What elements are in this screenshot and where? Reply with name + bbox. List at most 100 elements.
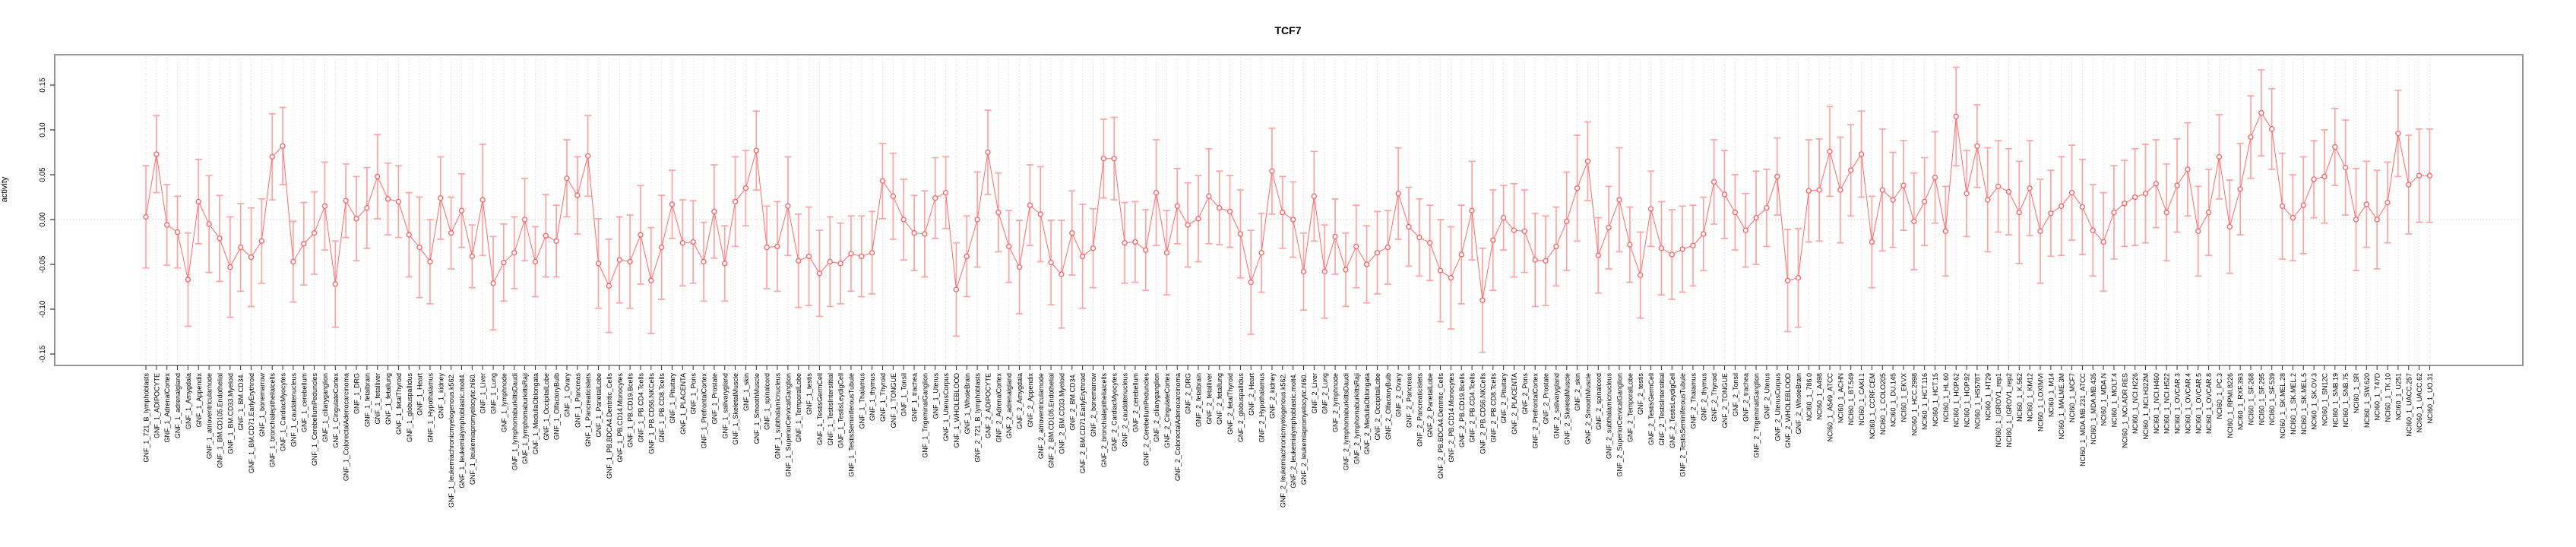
- svg-text:GNF_2_PB.CD19.Bcells: GNF_2_PB.CD19.Bcells: [1458, 373, 1466, 448]
- svg-text:GNF_1_SkeletalMuscle: GNF_1_SkeletalMuscle: [732, 373, 739, 445]
- svg-text:GNF_2_testis: GNF_2_testis: [1637, 373, 1644, 416]
- svg-text:GNF_2_ParietalLobe: GNF_2_ParietalLobe: [1426, 373, 1434, 438]
- svg-text:GNF_2_atrioventricularnode: GNF_2_atrioventricularnode: [1037, 373, 1045, 459]
- svg-text:NCI60_1_ACHN: NCI60_1_ACHN: [1837, 373, 1844, 423]
- svg-text:GNF_2_Pituitary: GNF_2_Pituitary: [1500, 373, 1508, 424]
- svg-text:GNF_2_Pons: GNF_2_Pons: [1521, 373, 1529, 415]
- svg-text:GNF_1_AdrenalCortex: GNF_1_AdrenalCortex: [163, 373, 171, 443]
- svg-text:GNF_1_MedullaOblongata: GNF_1_MedullaOblongata: [532, 373, 540, 454]
- svg-text:GNF_1_adrenalgland: GNF_1_adrenalgland: [174, 373, 182, 438]
- svg-text:GNF_2_Pancreaticislets: GNF_2_Pancreaticislets: [1416, 373, 1423, 447]
- svg-text:GNF_1_PB.CD4.Tcells: GNF_1_PB.CD4.Tcells: [637, 373, 644, 443]
- svg-text:GNF_1_Heart: GNF_1_Heart: [416, 373, 424, 416]
- svg-text:GNF_2_spinalcord: GNF_2_spinalcord: [1595, 373, 1603, 430]
- error-bars: [142, 66, 2433, 353]
- svg-text:NCI60_1_COLO205: NCI60_1_COLO205: [1879, 373, 1887, 435]
- svg-text:GNF_2_WholeBrain: GNF_2_WholeBrain: [1795, 373, 1802, 435]
- svg-text:NCI60_1_NCI.H522: NCI60_1_NCI.H522: [2163, 373, 2171, 434]
- svg-text:GNF_1_Amygdala: GNF_1_Amygdala: [185, 373, 192, 429]
- svg-text:GNF_1_lymphomaburkittsDaudi: GNF_1_lymphomaburkittsDaudi: [511, 373, 518, 470]
- svg-text:NCI60_1_NCI.ADR.RES: NCI60_1_NCI.ADR.RES: [2121, 373, 2128, 448]
- svg-text:GNF_1_lymphnode: GNF_1_lymphnode: [500, 373, 508, 432]
- svg-text:NCI60_1_HOP.62: NCI60_1_HOP.62: [1953, 373, 1960, 427]
- svg-text:GNF_2_WHOLEBLOOD: GNF_2_WHOLEBLOOD: [1784, 373, 1792, 448]
- svg-text:NCI60_1_BT.549: NCI60_1_BT.549: [1847, 373, 1855, 425]
- svg-text:NCI60_1_HS578T: NCI60_1_HS578T: [1973, 373, 1981, 429]
- svg-text:NCI60_1_SNB.19: NCI60_1_SNB.19: [2331, 373, 2339, 428]
- svg-text:NCI60_1_A498: NCI60_1_A498: [1816, 373, 1824, 420]
- svg-text:GNF_2_leukemialymphoblastic.mo: GNF_2_leukemialymphoblastic.molt4.: [1290, 373, 1297, 489]
- svg-text:GNF_2_OccipitalLobe: GNF_2_OccipitalLobe: [1374, 373, 1381, 441]
- svg-text:0.15: 0.15: [39, 77, 47, 93]
- svg-text:GNF_2_leukemiachronicmyelogeno: GNF_2_leukemiachronicmyelogenous.k562.: [1279, 373, 1286, 507]
- svg-text:GNF_1_fetalliver: GNF_1_fetalliver: [374, 373, 381, 425]
- svg-text:GNF_2_TestisGermCell: GNF_2_TestisGermCell: [1647, 373, 1655, 445]
- svg-text:GNF_2_TemporalLobe: GNF_2_TemporalLobe: [1626, 373, 1634, 442]
- svg-text:GNF_2_kidney: GNF_2_kidney: [1268, 373, 1276, 419]
- svg-text:GNF_2_PB.CD4.Tcells: GNF_2_PB.CD4.Tcells: [1469, 373, 1476, 443]
- svg-text:GNF_2_SkeletalMuscle: GNF_2_SkeletalMuscle: [1563, 373, 1571, 445]
- svg-text:GNF_2_thymus: GNF_2_thymus: [1700, 373, 1707, 422]
- svg-text:GNF_2_PB.CD8.Tcells: GNF_2_PB.CD8.Tcells: [1489, 373, 1497, 443]
- svg-text:GNF_1_caudatenucleus: GNF_1_caudatenucleus: [290, 373, 297, 447]
- svg-text:GNF_1_Prostate: GNF_1_Prostate: [710, 373, 718, 425]
- svg-text:NCI60_1_DU.145: NCI60_1_DU.145: [1890, 373, 1897, 427]
- svg-text:NCI60_1_SF.268: NCI60_1_SF.268: [2248, 373, 2255, 425]
- svg-text:GNF_2_Thalamus: GNF_2_Thalamus: [1689, 373, 1697, 429]
- svg-text:GNF_1_TestisInterstitial: GNF_1_TestisInterstitial: [827, 373, 834, 446]
- svg-text:GNF_1_WholeBrain: GNF_1_WholeBrain: [964, 373, 971, 435]
- svg-text:GNF_2_Ovary: GNF_2_Ovary: [1395, 373, 1403, 418]
- svg-text:GNF_1_trachea: GNF_1_trachea: [911, 373, 919, 422]
- svg-text:GNF_1_Tonsil: GNF_1_Tonsil: [900, 373, 908, 416]
- svg-text:GNF_2_ciliaryganglion: GNF_2_ciliaryganglion: [1153, 373, 1160, 442]
- svg-text:GNF_2_Pancreas: GNF_2_Pancreas: [1406, 373, 1413, 428]
- svg-text:GNF_1_lymphomaburkittsRaji: GNF_1_lymphomaburkittsRaji: [521, 373, 529, 464]
- data-line: [145, 112, 2430, 301]
- svg-text:GNF_1_SmoothMuscle: GNF_1_SmoothMuscle: [753, 373, 761, 444]
- svg-text:GNF_1_CardiacMyocytes: GNF_1_CardiacMyocytes: [280, 373, 287, 452]
- svg-text:GNF_2_fetalliver: GNF_2_fetalliver: [1205, 373, 1213, 425]
- svg-text:GNF_1_leukemialymphoblastic.mo: GNF_1_leukemialymphoblastic.molt4.: [458, 373, 466, 489]
- svg-text:NCI60_1_MDA.MB.435: NCI60_1_MDA.MB.435: [2090, 373, 2097, 444]
- svg-text:NCI60_1_MDA.N: NCI60_1_MDA.N: [2100, 373, 2108, 426]
- svg-text:GNF_1_BM.CD71.EarlyErythroid: GNF_1_BM.CD71.EarlyErythroid: [248, 373, 255, 473]
- svg-text:GNF_1_bronchialepithelialcells: GNF_1_bronchialepithelialcells: [269, 373, 277, 468]
- svg-text:NCI60_1_SF.295: NCI60_1_SF.295: [2258, 373, 2265, 425]
- svg-text:NCI60_1_786.0: NCI60_1_786.0: [1805, 373, 1813, 421]
- svg-text:GNF_2_CerebellumPeduncles: GNF_2_CerebellumPeduncles: [1142, 373, 1150, 466]
- svg-text:GNF_1_Uterus: GNF_1_Uterus: [932, 373, 939, 419]
- svg-text:NCI60_1_NCI.H322M: NCI60_1_NCI.H322M: [2142, 373, 2150, 440]
- svg-text:GNF_1_TrigeminalGanglion: GNF_1_TrigeminalGanglion: [921, 373, 929, 458]
- svg-text:GNF_1_TestisGermCell: GNF_1_TestisGermCell: [816, 373, 824, 445]
- svg-text:NCI60_1_UO.31: NCI60_1_UO.31: [2426, 373, 2434, 424]
- svg-text:GNF_2_PB.CD14.Monocytes: GNF_2_PB.CD14.Monocytes: [1448, 373, 1455, 463]
- svg-text:GNF_1_ParietalLobe: GNF_1_ParietalLobe: [595, 373, 603, 438]
- plot-box: [54, 54, 2524, 366]
- svg-text:GNF_2_trachea: GNF_2_trachea: [1742, 373, 1750, 422]
- svg-text:GNF_2_Liver: GNF_2_Liver: [1311, 373, 1318, 414]
- svg-text:NCI60_1_NCI.H460: NCI60_1_NCI.H460: [2153, 373, 2160, 434]
- svg-text:GNF_2_salivarygland: GNF_2_salivarygland: [1552, 373, 1560, 439]
- svg-text:GNF_2_cerebellum: GNF_2_cerebellum: [1131, 373, 1139, 432]
- svg-text:GNF_2_OlfactoryBulb: GNF_2_OlfactoryBulb: [1385, 373, 1392, 440]
- svg-text:GNF_1_Thalamus: GNF_1_Thalamus: [858, 373, 866, 429]
- svg-text:GNF_1_Pancreas: GNF_1_Pancreas: [574, 373, 581, 428]
- svg-text:GNF_1_thymus: GNF_1_thymus: [869, 373, 876, 422]
- svg-text:GNF_1_leukemiapromyelocytic.hl: GNF_1_leukemiapromyelocytic.hl60.: [469, 373, 476, 485]
- svg-text:GNF_2_BM.CD105.Endothelial: GNF_2_BM.CD105.Endothelial: [1048, 373, 1055, 468]
- svg-text:GNF_2_PB.CD56.NKCells: GNF_2_PB.CD56.NKCells: [1479, 373, 1486, 454]
- svg-text:GNF_1_PB.CD56.NKCells: GNF_1_PB.CD56.NKCells: [647, 373, 655, 454]
- svg-text:GNF_2_TestisLeydigCell: GNF_2_TestisLeydigCell: [1669, 373, 1676, 448]
- svg-text:GNF_2_Amygdala: GNF_2_Amygdala: [1016, 373, 1024, 429]
- svg-text:GNF_1_CingulateCortex: GNF_1_CingulateCortex: [332, 373, 340, 448]
- svg-text:GNF_1_atrioventricularnode: GNF_1_atrioventricularnode: [206, 373, 214, 459]
- svg-text:GNF_2_fetalbrain: GNF_2_fetalbrain: [1195, 373, 1203, 427]
- svg-text:GNF_1_CerebellumPeduncles: GNF_1_CerebellumPeduncles: [311, 372, 318, 466]
- svg-text:NCI60_1_PC.3: NCI60_1_PC.3: [2216, 373, 2223, 419]
- svg-text:GNF_1_Pituitary: GNF_1_Pituitary: [669, 373, 676, 424]
- svg-text:GNF_2_caudatenucleus: GNF_2_caudatenucleus: [1122, 373, 1129, 447]
- svg-text:-0.05: -0.05: [39, 255, 47, 273]
- svg-text:GNF_2_globuspallidus: GNF_2_globuspallidus: [1237, 373, 1245, 443]
